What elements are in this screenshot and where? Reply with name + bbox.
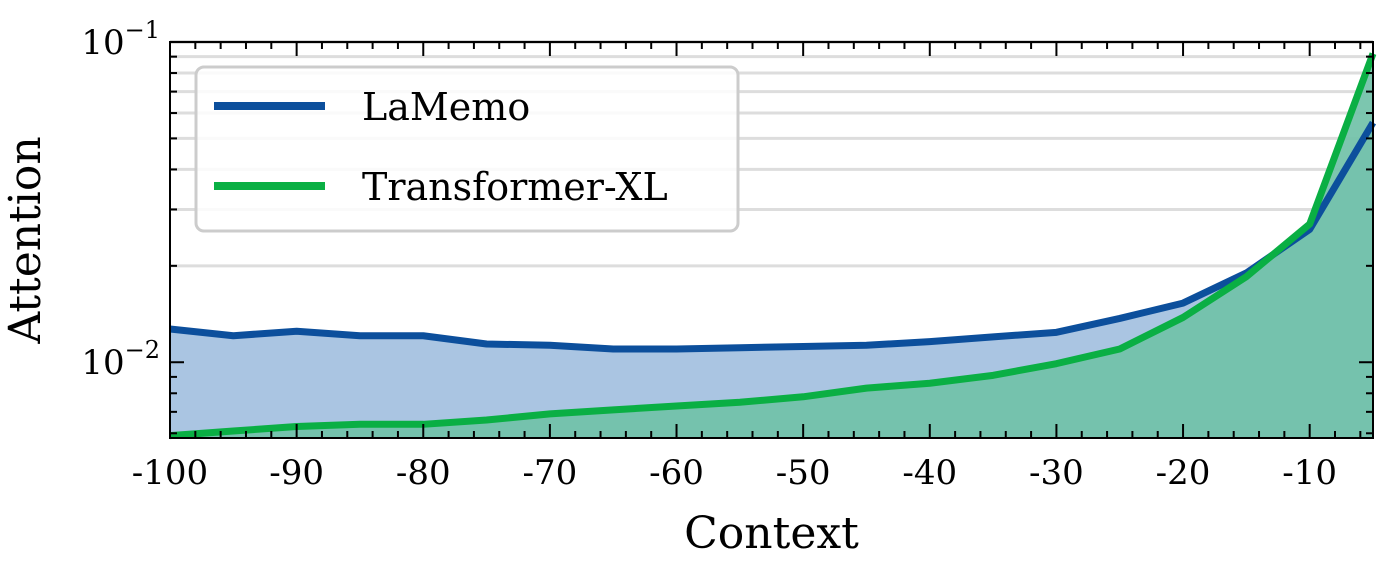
x-tick-label: -100 bbox=[132, 453, 208, 493]
x-tick-label: -90 bbox=[269, 453, 324, 493]
y-tick-labels: 10−2 10−1 bbox=[81, 16, 160, 383]
x-tick-label: -70 bbox=[523, 453, 578, 493]
x-tick-label: -30 bbox=[1029, 453, 1084, 493]
axis-ticks bbox=[169, 41, 1373, 438]
legend-box bbox=[194, 65, 740, 233]
y-axis-title: Attention bbox=[0, 136, 51, 344]
legend-label-lamemo: LaMemo bbox=[362, 85, 530, 129]
x-tick-label: -10 bbox=[1282, 453, 1337, 493]
y-tick-label: 10−2 bbox=[81, 336, 160, 383]
x-tick-labels: -100 -90 -80 -70 -60 -50 -40 -30 -20 -10 bbox=[132, 453, 1337, 493]
x-axis-title: Context bbox=[684, 508, 859, 559]
plot-frame bbox=[169, 41, 1374, 439]
x-tick-label: -50 bbox=[776, 453, 831, 493]
legend: LaMemo Transformer-XL bbox=[194, 65, 740, 233]
line-transformer-xl bbox=[169, 52, 1377, 440]
x-tick-label: -60 bbox=[649, 453, 704, 493]
x-tick-label: -80 bbox=[396, 453, 451, 493]
series-lines bbox=[169, 52, 1377, 440]
y-tick-label: 10−1 bbox=[81, 16, 160, 63]
x-tick-label: -20 bbox=[1156, 453, 1211, 493]
x-tick-label: -40 bbox=[902, 453, 957, 493]
line-lamemo bbox=[169, 120, 1377, 353]
legend-label-transformer-xl: Transformer-XL bbox=[362, 165, 668, 209]
area-transformer-xl bbox=[170, 53, 1373, 439]
